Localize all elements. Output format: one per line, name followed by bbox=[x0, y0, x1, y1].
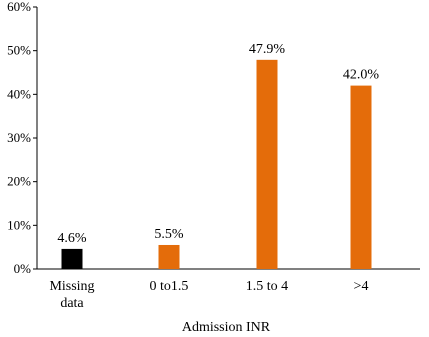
x-category-label: 1.5 to 4 bbox=[246, 279, 288, 294]
y-tick-label: 0% bbox=[14, 261, 32, 276]
x-axis-title: Admission INR bbox=[182, 320, 271, 335]
x-category-label: >4 bbox=[354, 279, 369, 294]
data-label: 47.9% bbox=[249, 42, 286, 57]
data-label: 5.5% bbox=[154, 227, 184, 242]
x-category-label: Missing data bbox=[49, 279, 94, 311]
data-label: 42.0% bbox=[343, 68, 380, 83]
data-label: 4.6% bbox=[57, 231, 87, 246]
y-axis-ticks: 0% 10% 20% 30% 40% 50% 60% bbox=[7, 0, 37, 276]
x-category-label: 0 to1.5 bbox=[150, 279, 189, 294]
bar bbox=[61, 248, 83, 269]
data-labels: 4.6% 5.5% 47.9% 42.0% bbox=[57, 42, 379, 246]
y-tick-label: 20% bbox=[7, 174, 31, 189]
y-tick-label: 10% bbox=[7, 217, 31, 232]
y-tick-label: 50% bbox=[7, 43, 31, 58]
x-axis-categories: Missing data 0 to1.5 1.5 to 4 >4 bbox=[49, 279, 368, 311]
bar bbox=[158, 244, 180, 269]
bar bbox=[350, 85, 372, 269]
bar bbox=[256, 59, 278, 269]
y-tick-label: 40% bbox=[7, 86, 31, 101]
bars bbox=[61, 59, 372, 269]
y-tick-label: 60% bbox=[7, 0, 31, 14]
y-tick-label: 30% bbox=[7, 130, 31, 145]
